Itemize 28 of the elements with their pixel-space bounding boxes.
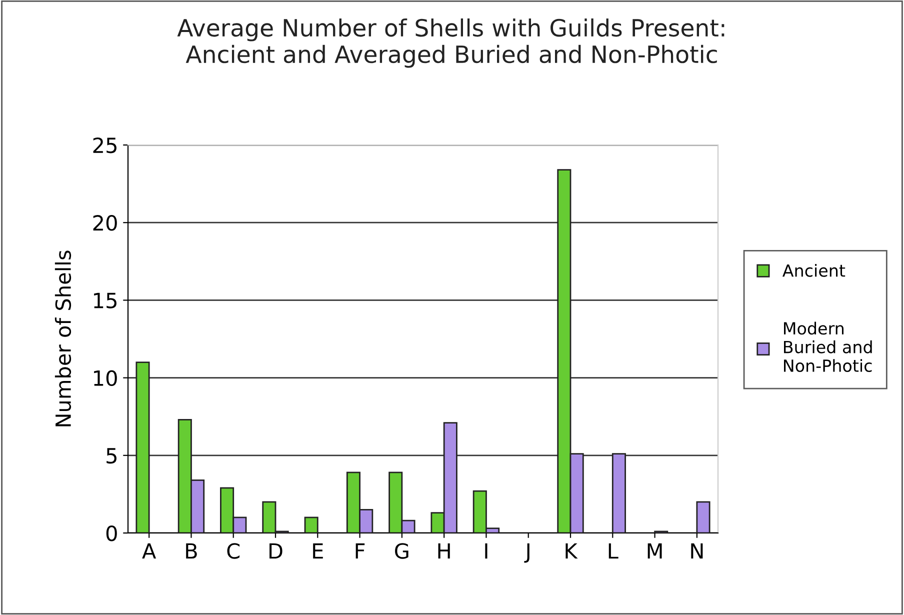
bar — [304, 516, 318, 533]
x-tick-label: C — [227, 543, 240, 559]
y-tick-label: 0 — [106, 525, 117, 542]
bar — [696, 501, 710, 533]
bar — [136, 362, 150, 533]
x-tick-label: E — [313, 543, 323, 559]
x-tick-label: F — [356, 543, 365, 559]
y-tick-label: 5 — [106, 448, 116, 464]
x-tick-label: N — [691, 543, 703, 559]
x-tick-label: H — [438, 543, 450, 559]
y-tick-label: 10 — [94, 370, 117, 386]
bar — [612, 453, 626, 533]
x-tick-label: M — [648, 543, 662, 559]
y-tick-label: 15 — [94, 292, 116, 308]
x-tick-label: G — [395, 543, 408, 559]
x-tick-label: B — [186, 543, 197, 559]
x-tick-label: A — [142, 543, 156, 559]
y-tick-label: 20 — [93, 215, 117, 231]
y-tick-label: 25 — [93, 137, 116, 154]
x-tick-label: K — [566, 543, 578, 559]
legend-label: Ancient — [782, 264, 846, 277]
x-tick-label: I — [485, 543, 488, 559]
x-tick-label: J — [524, 543, 530, 563]
legend-label: Modern Buried and Non-Photic — [784, 322, 872, 372]
chart-title: Average Number of Shells with Guilds Present: Ancient and Averaged Buried and Non-Photic — [177, 18, 724, 68]
x-tick-label: L — [608, 543, 618, 559]
x-tick-label: D — [270, 543, 282, 559]
y-axis-title: Number of Shells — [54, 250, 72, 426]
